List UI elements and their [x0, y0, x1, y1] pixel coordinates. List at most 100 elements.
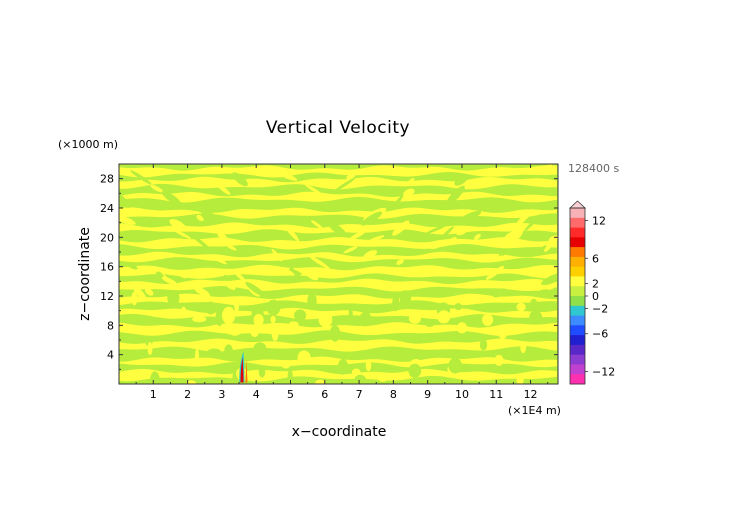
velocity-patch: [234, 271, 246, 282]
velocity-patch: [207, 348, 222, 356]
velocity-patch: [232, 172, 248, 187]
x-axis-unit: (×1E4 m): [508, 404, 561, 417]
y-tick-label: 12: [100, 290, 114, 303]
velocity-patch: [294, 309, 307, 322]
velocity-patch: [150, 184, 164, 193]
yellow-band: [119, 356, 557, 368]
velocity-patch: [284, 225, 299, 242]
colorbar-overflow-arrow: [568, 200, 587, 209]
y-axis: 4 8 12 16 20 24 28: [100, 173, 558, 370]
velocity-patch: [440, 226, 454, 240]
velocity-patch: [494, 354, 504, 366]
velocity-patch: [359, 311, 372, 327]
velocity-patch: [396, 259, 404, 265]
colorbar-segment: [570, 364, 585, 375]
x-tick-label: 8: [390, 388, 397, 401]
colorbar-segment: [570, 374, 585, 385]
colorbar-label: 6: [592, 252, 599, 265]
colorbar-segment: [570, 208, 585, 219]
velocity-patch: [351, 368, 361, 377]
x-tick-label: 12: [524, 388, 538, 401]
velocity-patch: [474, 233, 481, 240]
yellow-band: [119, 237, 557, 250]
velocity-patch: [403, 188, 415, 197]
yellow-band: [119, 207, 557, 219]
velocity-patch: [234, 296, 240, 314]
velocity-patch: [192, 316, 207, 323]
velocity-patch: [288, 321, 299, 328]
velocity-patch: [516, 373, 524, 384]
velocity-patch: [456, 322, 468, 334]
colorbar-segment: [570, 256, 585, 268]
velocity-patch: [304, 184, 323, 196]
velocity-patch: [368, 235, 385, 242]
velocity-patch: [392, 195, 404, 208]
velocity-patch: [535, 245, 547, 255]
velocity-patch: [392, 293, 400, 312]
colorbar-label: 0: [592, 290, 599, 303]
velocity-patch: [318, 312, 333, 328]
velocity-patch: [169, 219, 187, 231]
colorbar-segment: [570, 296, 585, 307]
velocity-patch: [196, 214, 204, 222]
velocity-patch: [217, 232, 227, 241]
x-tick-label: 9: [424, 388, 431, 401]
velocity-patch: [541, 272, 558, 286]
colorbar-segment: [570, 286, 585, 297]
colorbar-segment: [570, 227, 585, 238]
velocity-patch: [297, 350, 311, 365]
velocity-patch: [217, 184, 231, 195]
velocity-patch: [529, 298, 538, 313]
velocity-patch: [144, 287, 154, 296]
colorbar-label: −2: [592, 303, 608, 316]
velocity-patch: [343, 246, 358, 254]
velocity-patch: [266, 299, 281, 316]
colorbar-segment: [570, 325, 585, 336]
velocity-patch: [194, 348, 200, 365]
y-tick-label: 8: [107, 319, 114, 332]
velocity-patch: [229, 328, 241, 336]
velocity-patch: [406, 178, 415, 186]
velocity-patch: [245, 281, 266, 297]
velocity-patch: [132, 285, 147, 302]
velocity-patch: [460, 210, 482, 222]
velocity-patch: [328, 222, 347, 237]
velocity-patch: [503, 231, 517, 242]
yellow-band: [119, 176, 557, 190]
velocity-patch: [424, 319, 435, 328]
yellow-band: [119, 165, 557, 178]
x-axis-label: x−coordinate: [292, 424, 387, 440]
velocity-patch: [186, 380, 197, 384]
colorbar-segment: [570, 276, 585, 287]
x-tick-label: 1: [150, 388, 157, 401]
velocity-patch: [447, 237, 457, 244]
y-tick-label: 24: [100, 202, 114, 215]
y-axis-unit: (×1000 m): [58, 138, 118, 151]
y-tick-label: 20: [100, 231, 114, 244]
velocity-patch: [210, 254, 227, 265]
velocity-patch: [482, 313, 494, 326]
velocity-patch: [181, 306, 187, 317]
velocity-patch: [454, 303, 463, 311]
velocity-patch: [361, 211, 383, 226]
velocity-patch: [529, 310, 543, 325]
velocity-patch: [365, 359, 372, 372]
y-tick-label: 28: [100, 173, 114, 186]
velocity-patch: [125, 262, 138, 270]
x-tick-label: 7: [356, 388, 363, 401]
colorbar-segment: [570, 305, 585, 317]
velocity-patch: [224, 274, 232, 282]
x-tick-label: 10: [455, 388, 469, 401]
velocity-patch: [271, 325, 279, 341]
yellow-band: [119, 264, 557, 279]
x-tick-label: 2: [184, 388, 191, 401]
velocity-patch: [222, 306, 236, 325]
velocity-patch: [333, 177, 356, 192]
velocity-patch: [276, 171, 298, 181]
colorbar-segment: [570, 315, 585, 326]
colorbar-segment: [570, 344, 585, 356]
colorbar-label: −6: [592, 328, 608, 341]
time-label: 128400 s: [568, 162, 619, 175]
x-tick-label: 6: [321, 388, 328, 401]
velocity-patch: [155, 271, 164, 279]
